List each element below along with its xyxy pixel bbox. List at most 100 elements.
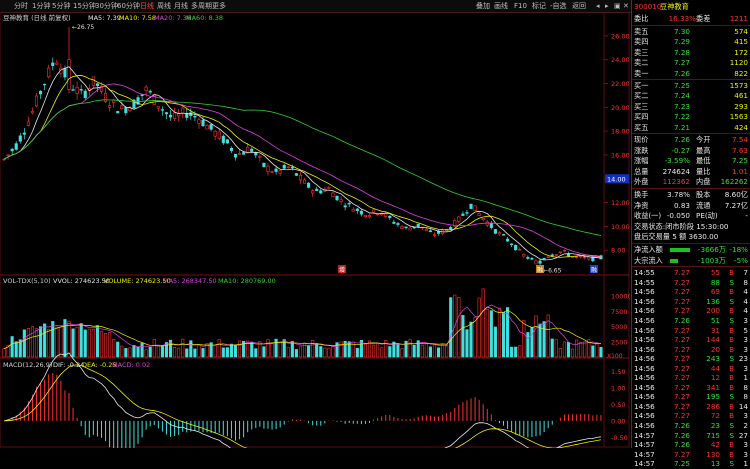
tick-time-17: 14:57 <box>634 430 655 440</box>
flow-val-0: -3666万 <box>697 245 726 254</box>
mark-box-1 <box>338 265 346 273</box>
tick-price-10: 7.27 <box>673 363 690 373</box>
candle-body-80 <box>327 187 331 189</box>
vol-bar-13 <box>55 326 59 358</box>
period-tab-3[interactable]: 15分钟 <box>73 2 96 10</box>
sell-row-2: 卖三 7.28 172 <box>632 48 750 58</box>
tick-count-11: 1 <box>743 373 748 383</box>
tick-count-7: 3 <box>743 335 748 345</box>
candle-body-119 <box>485 221 489 226</box>
period-tab-10[interactable]: 更多 <box>212 2 226 10</box>
candle-body-42 <box>173 112 177 119</box>
vol-bar-120 <box>489 310 493 358</box>
vol-bar-88 <box>359 340 363 358</box>
close-icon[interactable]: ✕ <box>623 2 629 10</box>
vol-bar-2 <box>10 336 14 358</box>
tick-price-14: 7.27 <box>673 401 690 411</box>
candle-body-63 <box>258 156 262 158</box>
vol-bar-17 <box>71 328 75 358</box>
quote-row-3: 总量 274624 量比 1.01 <box>632 167 750 177</box>
sell-row-4: 卖一 7.26 822 <box>632 69 750 79</box>
vol-bar-75 <box>307 345 311 358</box>
tick-price-20: 7.25 <box>673 459 690 469</box>
candle-body-30 <box>124 107 128 114</box>
period-tab-4[interactable]: 30分钟 <box>95 2 118 10</box>
tick-bs-10: B <box>729 363 734 373</box>
candle-body-40 <box>164 112 169 115</box>
ma5-line <box>3 66 602 261</box>
prev-icon[interactable]: ◂ <box>596 2 600 10</box>
tick-row-12: 14:56 7.27 341 B 8 <box>632 383 750 393</box>
current-price-label: 14.00 <box>607 175 626 183</box>
vol-legend-volume: VOLUME: 274623.50 <box>104 277 171 285</box>
vol-bar-72 <box>294 349 298 358</box>
tick-row-16: 14:56 7.26 23 S 2 <box>632 421 750 431</box>
vol-bar-34 <box>140 342 144 358</box>
webi-label: 委比 <box>634 14 649 23</box>
period-tab-1[interactable]: 1分钟 <box>32 2 51 10</box>
tick-bs-19: B <box>729 449 734 459</box>
tick-count-6: 5 <box>743 325 748 335</box>
weicha-label: 委差 <box>696 14 711 23</box>
vol-bar-137 <box>558 348 562 358</box>
toolbar-action-2[interactable]: F10 <box>514 2 527 10</box>
vol-bar-32 <box>132 345 136 358</box>
webi-value: 16.33% <box>668 14 696 23</box>
next-icon[interactable]: ▸ <box>605 2 609 10</box>
buy-vol-0: 1573 <box>729 81 748 90</box>
toolbar-action-5[interactable]: 返回 <box>572 2 586 10</box>
vol-axis-label-1: 7500 <box>611 308 628 316</box>
macd-axis-label-4: -0.50 <box>611 434 628 442</box>
period-tab-8[interactable]: 月线 <box>174 2 188 10</box>
candle-body-132 <box>538 260 542 264</box>
vol-bar-46 <box>189 340 193 358</box>
candle-body-115 <box>469 203 473 209</box>
period-tab-9[interactable]: 多周期 <box>191 2 212 10</box>
candle-body-142 <box>579 255 583 258</box>
weicha-value: 1211 <box>729 14 748 23</box>
candle-body-90 <box>367 215 372 218</box>
vol-bar-121 <box>493 326 497 358</box>
macd-axis-label-3: 0.00 <box>611 417 625 425</box>
sep-3 <box>632 133 750 134</box>
vol-bar-65 <box>266 339 270 358</box>
tick-row-15: 14:56 7.27 72 B 3 <box>632 411 750 421</box>
period-tab-7[interactable]: 周线 <box>157 2 171 10</box>
tick-vol-10: 44 <box>710 363 720 373</box>
sep-4 <box>632 188 750 189</box>
flow-label-0: 净流入额 <box>634 245 663 254</box>
vol-bar-27 <box>112 338 116 358</box>
quote-v1-6: 0.83 <box>673 200 690 210</box>
candle-body-64 <box>262 162 266 167</box>
period-tab-6[interactable]: 日线 <box>140 2 154 10</box>
candle-body-52 <box>213 130 217 137</box>
vol-bar-63 <box>258 341 262 358</box>
tick-vol-15: 72 <box>710 411 720 421</box>
period-tab-0[interactable]: 分时 <box>14 2 28 10</box>
candle-body-22 <box>91 76 95 87</box>
flow-bar-1 <box>670 258 678 263</box>
vol-bar-28 <box>116 341 120 358</box>
macd-legend-dif: DIF: -0.24 <box>53 361 84 369</box>
vol-bar-8 <box>34 328 39 358</box>
price-axis-label-1: 24.00 <box>611 56 630 64</box>
vol-bar-100 <box>408 339 412 358</box>
sell-row-3: 卖二 7.27 1120 <box>632 58 750 68</box>
toolbar-action-0[interactable]: 叠加 <box>476 2 490 10</box>
toolbar-action-1[interactable]: 画线 <box>494 2 508 10</box>
window-icon[interactable]: ▣ <box>614 2 621 10</box>
buy-label-2: 买三 <box>634 101 649 111</box>
candle-body-74 <box>302 179 307 184</box>
candle-body-20 <box>83 90 87 99</box>
candle-body-18 <box>75 86 79 94</box>
period-tab-2[interactable]: 5分钟 <box>52 2 71 10</box>
candle-body-50 <box>205 125 209 130</box>
period-tab-5[interactable]: 60分钟 <box>117 2 140 10</box>
toolbar-action-4[interactable]: -自选 <box>550 2 567 10</box>
toolbar-action-3[interactable]: 标记 <box>532 2 546 10</box>
candle-body-130 <box>530 258 534 260</box>
candle-body-81 <box>331 192 335 197</box>
quote-row-6: 净资 0.83 流通 7.27亿 <box>632 201 750 211</box>
tick-time-13: 14:56 <box>634 392 655 402</box>
